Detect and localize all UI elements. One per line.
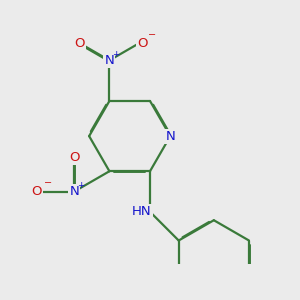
Text: O: O xyxy=(32,185,42,198)
Text: N: N xyxy=(165,130,175,142)
Text: O: O xyxy=(69,151,80,164)
Text: HN: HN xyxy=(132,205,152,218)
Text: N: N xyxy=(104,54,114,67)
Text: O: O xyxy=(74,37,85,50)
Text: N: N xyxy=(69,185,79,198)
Text: −: − xyxy=(44,178,52,188)
Text: +: + xyxy=(77,181,84,190)
Text: +: + xyxy=(112,50,119,58)
Text: O: O xyxy=(137,37,147,50)
Text: −: − xyxy=(148,30,156,40)
